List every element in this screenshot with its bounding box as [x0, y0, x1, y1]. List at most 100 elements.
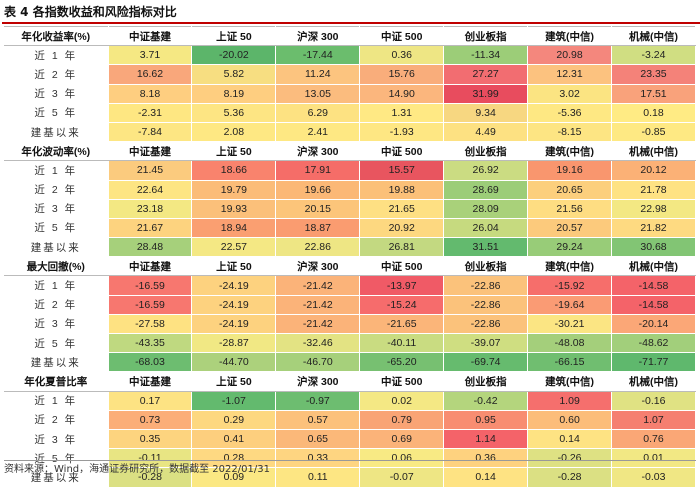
value-cell: 1.09 — [527, 391, 613, 411]
row-label: 近 5 年 — [4, 333, 109, 354]
value-cell: 18.66 — [191, 160, 277, 181]
value-cell: 0.57 — [275, 410, 361, 430]
row-label: 建基以来 — [4, 237, 109, 258]
section-label: 年化波动率(%) — [4, 141, 109, 162]
value-cell: 0.76 — [611, 429, 696, 450]
value-cell: 0.60 — [527, 410, 613, 430]
value-cell: 22.98 — [611, 199, 696, 219]
value-cell: 9.34 — [443, 103, 529, 123]
value-cell: 18.94 — [191, 218, 277, 239]
value-cell: -0.28 — [527, 467, 613, 488]
column-header: 中证 500 — [359, 26, 445, 47]
value-cell: -1.07 — [191, 391, 277, 411]
value-cell: -28.87 — [191, 333, 277, 354]
table-row: 近 5 年 -0.11 0.28 0.33 0.06 0.36 -0.26 0.01 — [4, 448, 696, 469]
column-header: 上证 50 — [191, 371, 277, 392]
value-cell: -2.31 — [108, 103, 193, 123]
section-header-row: 年化夏普比率 中证基建 上证 50 沪深 300 中证 500 创业板指 建筑(中信) 机械(… — [4, 371, 696, 392]
value-cell: 20.98 — [527, 45, 613, 66]
value-cell: -21.42 — [275, 275, 361, 296]
row-label: 近 1 年 — [4, 45, 109, 66]
value-cell: 0.41 — [191, 429, 277, 450]
value-cell: 20.12 — [611, 160, 696, 181]
column-header: 中证基建 — [108, 141, 193, 162]
table-row: 近 5 年 -2.31 5.36 6.29 1.31 9.34 -5.36 0.18 — [4, 103, 696, 123]
section-header-row: 年化收益率(%) 中证基建 上证 50 沪深 300 中证 500 创业板指 建筑(中信) 机… — [4, 26, 696, 47]
row-label: 近 1 年 — [4, 275, 109, 296]
column-header: 建筑(中信) — [527, 371, 613, 392]
value-cell: 21.78 — [611, 180, 696, 200]
section-label: 年化夏普比率 — [4, 371, 109, 392]
value-cell: 17.51 — [611, 84, 696, 104]
value-cell: 26.04 — [443, 218, 529, 239]
value-cell: 2.08 — [191, 122, 277, 143]
column-header: 建筑(中信) — [527, 26, 613, 47]
column-header: 创业板指 — [443, 256, 529, 277]
value-cell: -0.26 — [527, 448, 613, 469]
table-title: 表 4 各指数收益和风险指标对比 — [2, 2, 700, 24]
value-cell: -43.35 — [108, 333, 193, 354]
value-cell: 20.57 — [527, 218, 613, 239]
value-cell: -65.20 — [359, 352, 445, 373]
value-cell: -24.19 — [191, 314, 277, 335]
table-row: 近 1 年 0.17 -1.07 -0.97 0.02 -0.42 1.09 -0.16 — [4, 391, 696, 411]
row-label: 建基以来 — [4, 122, 109, 143]
value-cell: 26.92 — [443, 160, 529, 181]
value-cell: 1.14 — [443, 429, 529, 450]
value-cell: 0.28 — [191, 448, 277, 469]
column-header: 上证 50 — [191, 26, 277, 47]
column-header: 上证 50 — [191, 256, 277, 277]
value-cell: 20.15 — [275, 199, 361, 219]
column-header: 中证 500 — [359, 256, 445, 277]
value-cell: 26.81 — [359, 237, 445, 258]
source-note: 资料来源：Wind，海通证券研究所，数据截至 2022/01/31 — [4, 460, 696, 479]
value-cell: 0.35 — [108, 429, 193, 450]
table-row: 近 2 年 22.64 19.79 19.66 19.88 28.69 20.65 21.78 — [4, 180, 696, 200]
column-header: 中证 500 — [359, 371, 445, 392]
value-cell: 11.24 — [275, 64, 361, 85]
value-cell: 29.24 — [527, 237, 613, 258]
value-cell: -0.85 — [611, 122, 696, 143]
value-cell: -30.21 — [527, 314, 613, 335]
value-cell: 23.18 — [108, 199, 193, 219]
value-cell: -0.42 — [443, 391, 529, 411]
table-row: 近 3 年 23.18 19.93 20.15 21.65 28.09 21.56 22.98 — [4, 199, 696, 219]
value-cell: -24.19 — [191, 275, 277, 296]
value-cell: 6.29 — [275, 103, 361, 123]
value-cell: 0.02 — [359, 391, 445, 411]
value-cell: 21.45 — [108, 160, 193, 181]
value-cell: -0.97 — [275, 391, 361, 411]
table-row: 近 1 年 21.45 18.66 17.91 15.57 26.92 19.16 20.12 — [4, 160, 696, 181]
value-cell: 19.16 — [527, 160, 613, 181]
value-cell: 21.65 — [359, 199, 445, 219]
value-cell: 12.31 — [527, 64, 613, 85]
value-cell: 1.07 — [611, 410, 696, 430]
value-cell: -22.86 — [443, 295, 529, 315]
value-cell: -46.70 — [275, 352, 361, 373]
value-cell: 31.99 — [443, 84, 529, 104]
table-row: 近 2 年 16.62 5.82 11.24 15.76 27.27 12.31 23.35 — [4, 64, 696, 85]
row-label: 近 2 年 — [4, 410, 109, 430]
value-cell: 13.05 — [275, 84, 361, 104]
value-cell: 20.65 — [527, 180, 613, 200]
column-header: 创业板指 — [443, 141, 529, 162]
column-header: 沪深 300 — [275, 141, 361, 162]
value-cell: 31.51 — [443, 237, 529, 258]
value-cell: -48.62 — [611, 333, 696, 354]
value-cell: 22.57 — [191, 237, 277, 258]
value-cell: 0.33 — [275, 448, 361, 469]
value-cell: 21.82 — [611, 218, 696, 239]
value-cell: -32.46 — [275, 333, 361, 354]
row-label: 建基以来 — [4, 467, 109, 488]
value-cell: 15.76 — [359, 64, 445, 85]
value-cell: 15.57 — [359, 160, 445, 181]
value-cell: -40.11 — [359, 333, 445, 354]
value-cell: -5.36 — [527, 103, 613, 123]
row-label: 近 3 年 — [4, 199, 109, 219]
section-header-row: 最大回撤(%) 中证基建 上证 50 沪深 300 中证 500 创业板指 建筑(中信) 机械… — [4, 256, 696, 277]
value-cell: 19.66 — [275, 180, 361, 200]
table-row: 近 1 年 -16.59 -24.19 -21.42 -13.97 -22.86 -15.9… — [4, 275, 696, 296]
value-cell: -14.58 — [611, 275, 696, 296]
value-cell: 4.49 — [443, 122, 529, 143]
column-header: 沪深 300 — [275, 371, 361, 392]
